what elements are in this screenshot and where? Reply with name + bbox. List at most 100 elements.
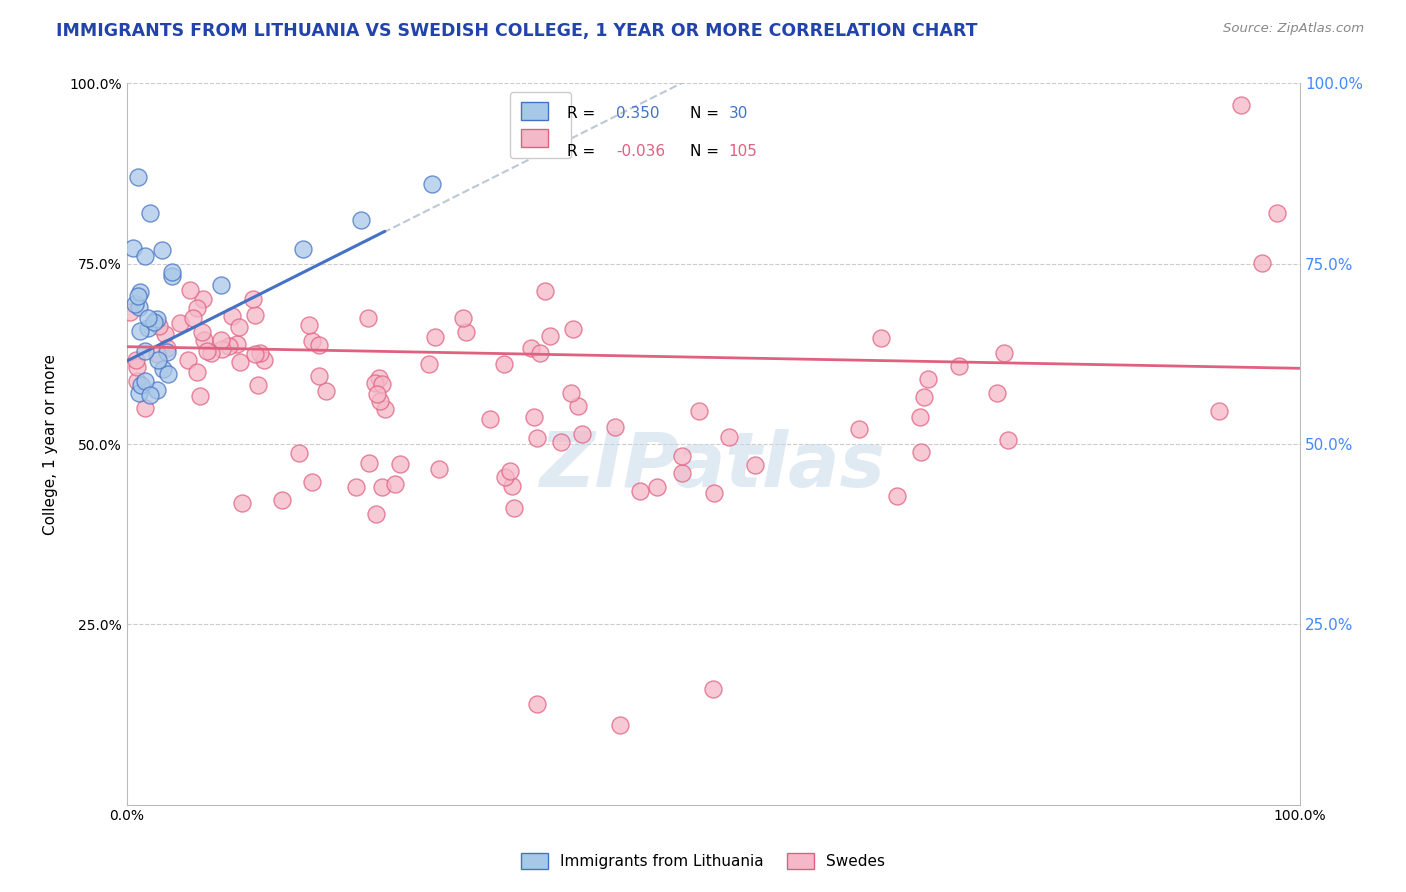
Point xyxy=(370,376,392,391)
Point xyxy=(195,343,218,358)
Point xyxy=(315,384,337,399)
Point xyxy=(143,315,166,329)
Point xyxy=(246,377,269,392)
Point xyxy=(647,480,669,494)
Point xyxy=(156,342,179,356)
Point xyxy=(848,422,870,436)
Point xyxy=(350,213,373,227)
Point xyxy=(160,269,183,284)
Point xyxy=(150,244,173,258)
Point xyxy=(134,375,156,389)
Point xyxy=(125,360,148,375)
Point xyxy=(917,371,939,385)
Point xyxy=(120,305,142,319)
Point xyxy=(146,352,169,367)
Point xyxy=(186,301,208,316)
Y-axis label: College, 1 year or more: College, 1 year or more xyxy=(44,353,58,534)
Point xyxy=(157,367,180,381)
Point xyxy=(703,486,725,500)
Point xyxy=(181,310,204,325)
Text: -0.036: -0.036 xyxy=(616,145,665,160)
Point xyxy=(243,347,266,361)
Point xyxy=(308,338,330,352)
Legend: , : , xyxy=(510,92,571,158)
Point xyxy=(253,353,276,368)
Point xyxy=(374,402,396,417)
Point xyxy=(209,278,232,293)
Point xyxy=(501,478,523,492)
Point xyxy=(156,345,179,359)
Point xyxy=(910,445,932,459)
Point xyxy=(191,292,214,306)
Point xyxy=(571,426,593,441)
Point xyxy=(134,344,156,359)
Point xyxy=(494,470,516,484)
Point xyxy=(145,347,167,361)
Point xyxy=(538,328,561,343)
Point xyxy=(550,434,572,449)
Point xyxy=(1230,98,1253,112)
Text: R =: R = xyxy=(567,106,600,121)
Point xyxy=(193,333,215,347)
Point xyxy=(228,319,250,334)
Text: 105: 105 xyxy=(728,145,758,160)
Text: ZIPatlas: ZIPatlas xyxy=(540,429,886,503)
Point xyxy=(179,283,201,297)
Point xyxy=(134,401,156,415)
Point xyxy=(122,241,145,255)
Point xyxy=(368,393,391,408)
Point xyxy=(1265,206,1288,220)
Point xyxy=(562,321,585,335)
Point xyxy=(129,285,152,300)
Point xyxy=(914,390,936,404)
Point xyxy=(454,326,477,340)
Point xyxy=(567,400,589,414)
Point xyxy=(384,477,406,491)
Point xyxy=(127,170,149,185)
Point xyxy=(520,341,543,355)
Point xyxy=(128,386,150,401)
Point xyxy=(127,288,149,302)
Point xyxy=(242,292,264,306)
Point xyxy=(134,250,156,264)
Point xyxy=(526,697,548,711)
Point xyxy=(886,489,908,503)
Point xyxy=(124,297,146,311)
Point xyxy=(499,464,522,478)
Point xyxy=(125,352,148,367)
Text: Source: ZipAtlas.com: Source: ZipAtlas.com xyxy=(1223,22,1364,36)
Point xyxy=(357,310,380,325)
Point xyxy=(560,386,582,401)
Point xyxy=(526,431,548,445)
Text: R =: R = xyxy=(567,145,600,160)
Point xyxy=(418,357,440,371)
Point xyxy=(910,410,932,425)
Text: 0.350: 0.350 xyxy=(616,106,659,121)
Point xyxy=(993,346,1015,360)
Point xyxy=(249,345,271,359)
Point xyxy=(603,419,626,434)
Point xyxy=(671,466,693,480)
Point xyxy=(1250,256,1272,270)
Point xyxy=(139,206,162,220)
Point xyxy=(136,321,159,335)
Text: IMMIGRANTS FROM LITHUANIA VS SWEDISH COLLEGE, 1 YEAR OR MORE CORRELATION CHART: IMMIGRANTS FROM LITHUANIA VS SWEDISH COL… xyxy=(56,22,977,40)
Point xyxy=(288,446,311,460)
Point xyxy=(997,434,1019,448)
Text: N =: N = xyxy=(690,106,724,121)
Point xyxy=(131,378,153,392)
Point xyxy=(718,430,741,444)
Point xyxy=(291,242,314,256)
Point xyxy=(427,462,450,476)
Point xyxy=(191,325,214,339)
Point xyxy=(503,501,526,516)
Point xyxy=(136,311,159,326)
Point xyxy=(200,346,222,360)
Point xyxy=(186,365,208,379)
Point xyxy=(364,508,387,522)
Point xyxy=(529,346,551,360)
Point xyxy=(366,386,388,401)
Point xyxy=(162,265,184,279)
Point xyxy=(388,458,411,472)
Point xyxy=(344,479,367,493)
